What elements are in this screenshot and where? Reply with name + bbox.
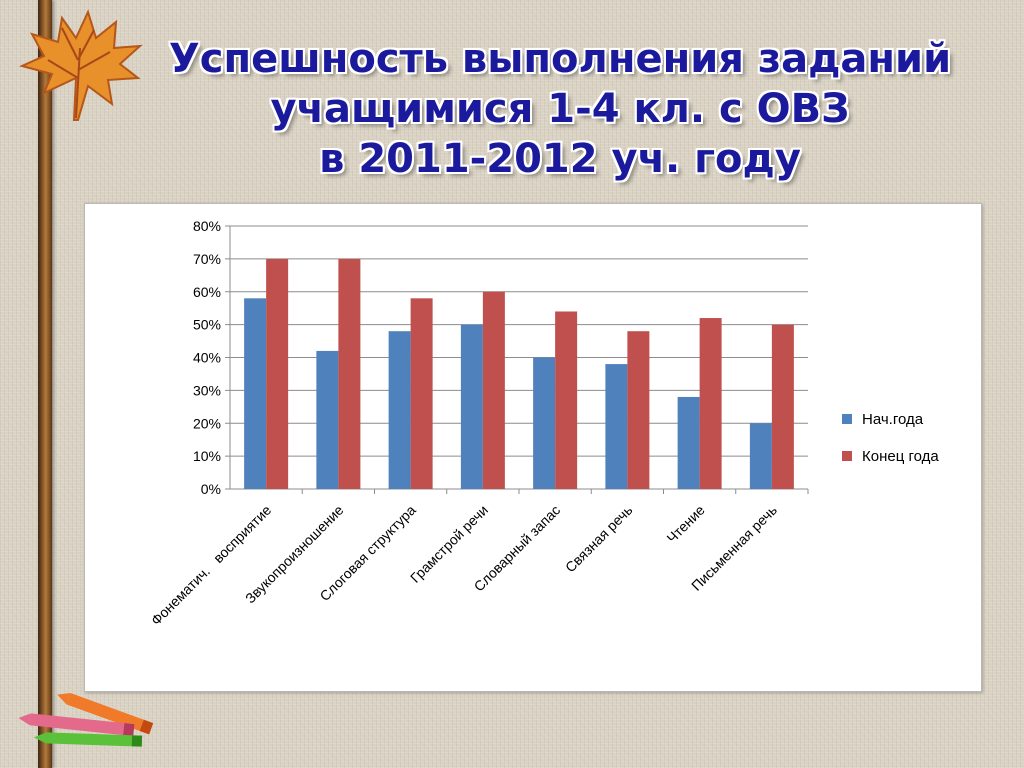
bar (388, 331, 411, 489)
bar (244, 298, 267, 489)
title-line-2: учащимися 1-4 кл. с ОВЗ (270, 86, 850, 132)
bar (338, 258, 361, 489)
wooden-pole (38, 0, 52, 768)
maple-leaf-icon (19, 9, 143, 121)
bar-chart: 0% 10% 20% 30% 40% 50% 60% 70% 80% Фонематич. вос… (148, 218, 940, 629)
x-category-label: Чтение (663, 502, 707, 546)
bar (771, 324, 794, 489)
title-line-1: Успешность выполнения заданий (168, 36, 952, 82)
y-tick-label: 70% (193, 251, 221, 267)
x-category-label: Грамстрой речи (407, 502, 491, 586)
legend-swatch (842, 451, 852, 461)
x-category-label: Фонематич. восприятие (148, 502, 275, 629)
page-title: Успешность выполнения заданий учащимися … (150, 34, 970, 184)
y-tick-label: 50% (193, 317, 221, 333)
y-tick-label: 30% (193, 382, 221, 398)
bar (316, 350, 339, 489)
bar (533, 357, 556, 489)
chart-panel: 0% 10% 20% 30% 40% 50% 60% 70% 80% Фонематич. вос… (84, 203, 982, 692)
y-tick-label: 0% (201, 481, 221, 497)
bar (699, 318, 722, 489)
y-tick-label: 80% (193, 218, 221, 234)
y-tick-label: 40% (193, 350, 221, 366)
bar (460, 324, 483, 489)
x-category-label: Связная речь (562, 502, 636, 576)
bar (605, 364, 628, 489)
bar (482, 291, 505, 489)
legend-label: Конец года (862, 448, 939, 465)
legend-swatch (842, 414, 852, 424)
bar (677, 396, 700, 489)
title-line-3: в 2011-2012 уч. году (319, 136, 801, 182)
bar (410, 298, 433, 489)
bar (555, 311, 578, 489)
bar (627, 331, 650, 489)
crayons-icon (18, 693, 154, 747)
y-tick-label: 20% (193, 415, 221, 431)
bar (749, 423, 772, 489)
y-tick-label: 60% (193, 284, 221, 300)
y-tick-label: 10% (193, 448, 221, 464)
legend-label: Нач.года (862, 411, 924, 428)
bar (266, 258, 289, 489)
